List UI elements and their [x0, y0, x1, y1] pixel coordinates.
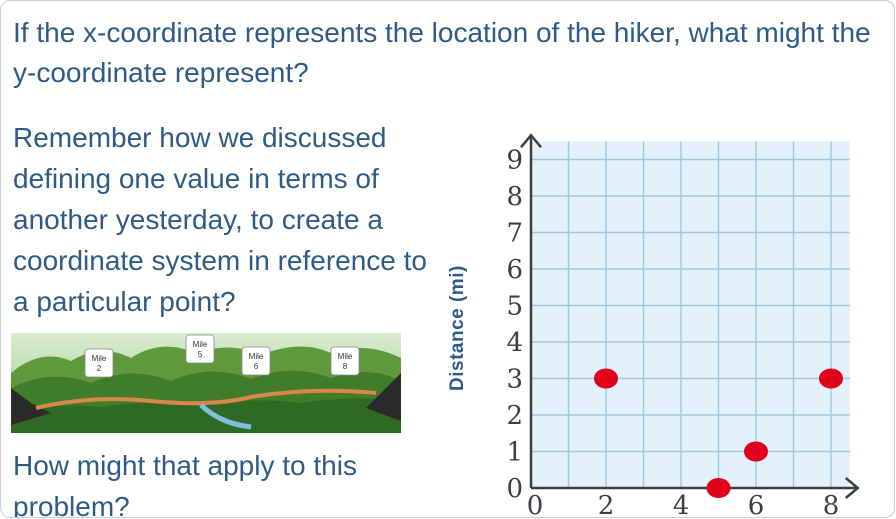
- data-point-6-1: [744, 441, 768, 462]
- svg-text:2: 2: [97, 364, 102, 373]
- y-tick-label-7: 7: [506, 219, 523, 249]
- y-axis-label-wrap: Distance (mi): [447, 265, 473, 517]
- mile-sign-2: Mile 2: [84, 348, 114, 378]
- trail-path: [35, 388, 377, 410]
- y-tick-label-2: 2: [506, 401, 523, 431]
- road-left: [11, 388, 51, 425]
- y-axis-label: Distance (mi): [447, 265, 468, 391]
- y-axis-arrow: [520, 133, 542, 149]
- svg-text:Mile: Mile: [338, 352, 353, 361]
- x-tick-label-8: 8: [823, 491, 840, 517]
- x-tick-label-6: 6: [748, 491, 765, 517]
- stream: [199, 403, 252, 430]
- y-tick-label-9: 9: [506, 146, 523, 176]
- y-tick-label-3: 3: [506, 365, 523, 395]
- y-tick-label-4: 4: [506, 328, 523, 358]
- mile-sign-8: Mile 8: [330, 346, 360, 376]
- x-axis-arrow: [844, 477, 860, 499]
- data-point-5-0: [706, 478, 731, 498]
- x-tick-label-4: 4: [673, 491, 690, 517]
- x-tick-label-2: 2: [598, 491, 615, 517]
- reminder-paragraph: Remember how we discussed defining one v…: [13, 122, 427, 317]
- y-tick-label-8: 8: [506, 182, 523, 212]
- x-tick-label-0: 0: [527, 491, 544, 517]
- svg-text:Mile: Mile: [249, 352, 264, 361]
- mile-sign-6: Mile 6: [241, 346, 271, 376]
- svg-text:Mile: Mile: [193, 340, 208, 349]
- y-tick-label-5: 5: [506, 292, 523, 322]
- y-tick-label-0: 0: [506, 474, 523, 504]
- svg-text:6: 6: [254, 362, 259, 371]
- svg-text:5: 5: [198, 350, 203, 359]
- svg-text:8: 8: [343, 362, 348, 371]
- data-point-8-3: [819, 368, 843, 389]
- svg-text:Mile: Mile: [92, 354, 107, 363]
- data-point-2-3: [594, 368, 618, 389]
- question-text: If the x-coordinate represents the locat…: [13, 17, 871, 88]
- mile-sign-5: Mile 5: [185, 334, 215, 364]
- road-right: [366, 373, 401, 421]
- plot-area: [531, 141, 850, 488]
- y-tick-label-1: 1: [506, 438, 523, 468]
- followup-question: How might that apply to this problem?: [13, 450, 357, 518]
- tree-line-front: [11, 398, 401, 433]
- y-tick-label-6: 6: [506, 255, 523, 285]
- trail-illustration: Mile 2 Mile 5 Mile 6 Mile 8: [11, 333, 401, 433]
